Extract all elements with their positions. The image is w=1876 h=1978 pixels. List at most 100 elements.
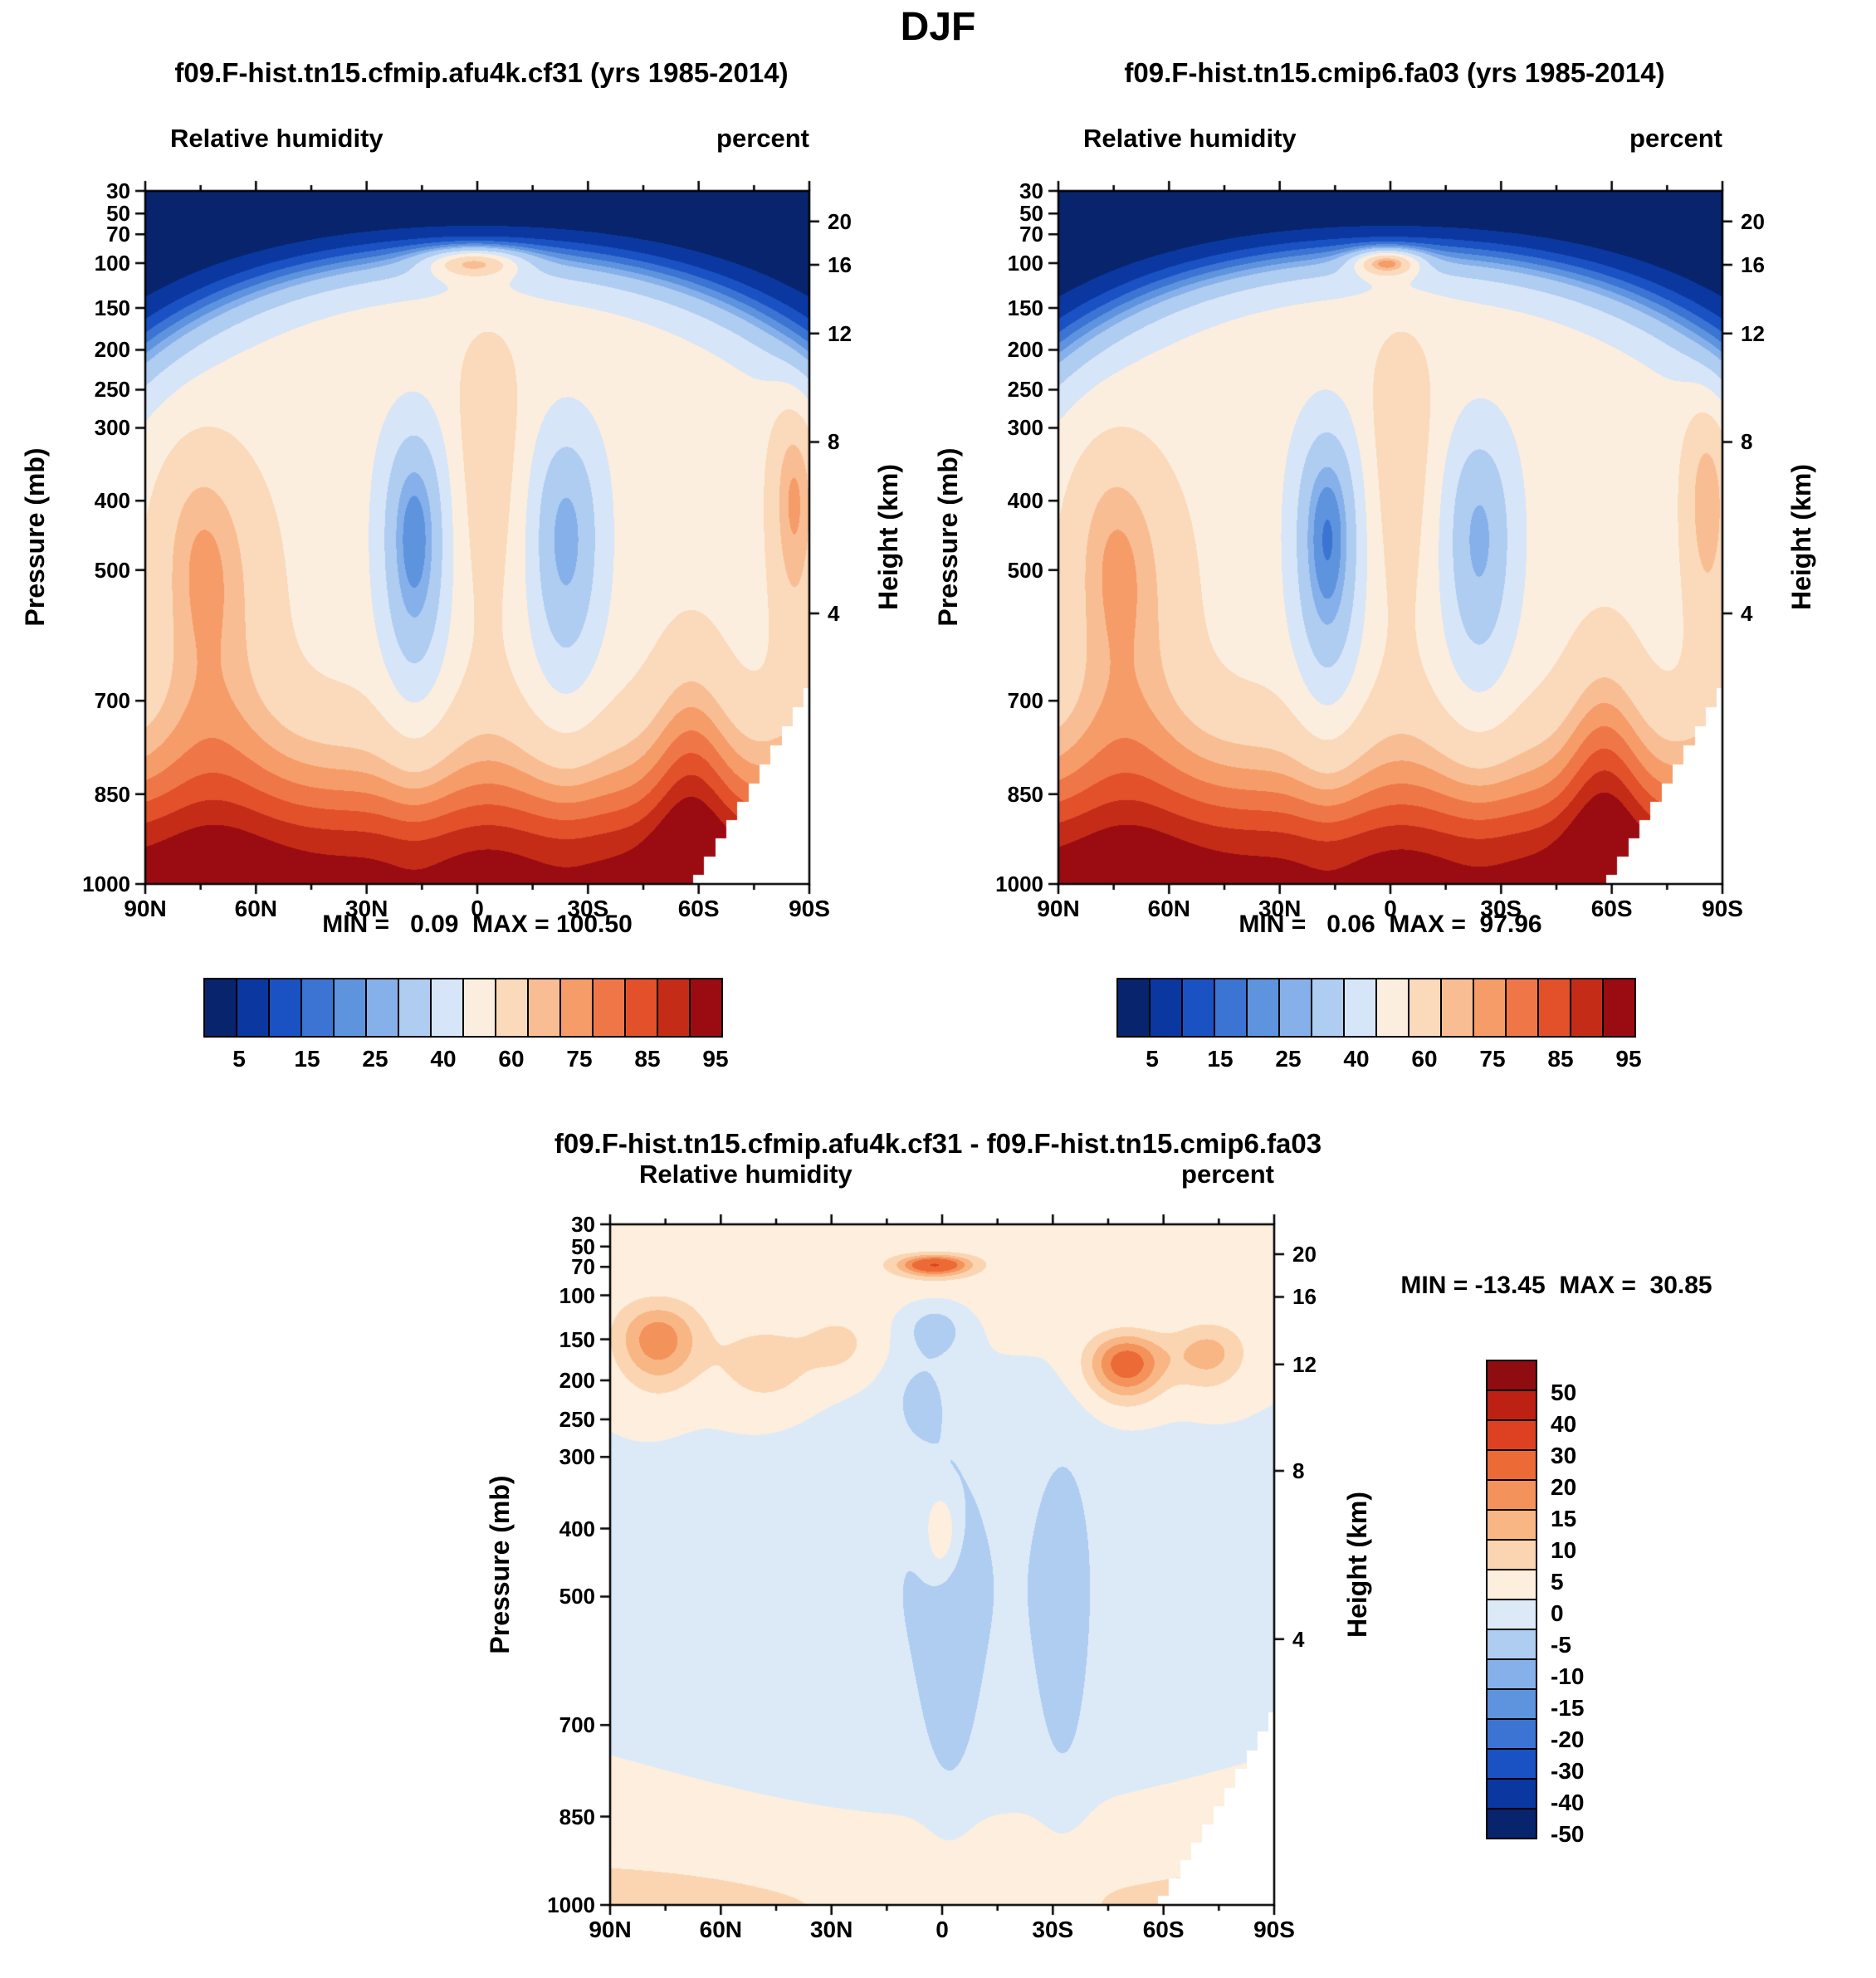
colorbar-tick-label: 25 <box>1275 1046 1302 1072</box>
pressure-tick-label: 1000 <box>82 872 130 896</box>
panel1-units-label: percent <box>716 124 809 153</box>
pressure-tick-label: 700 <box>94 688 130 714</box>
pressure-tick-label: 150 <box>94 295 130 321</box>
colorbar-tick-label: 40 <box>1551 1411 1577 1437</box>
latitude-tick-label: 90S <box>1702 896 1743 921</box>
height-tick-label: 16 <box>1292 1284 1317 1310</box>
colorbar-tick-label: 75 <box>1479 1046 1506 1072</box>
colorbar-tick-label: -15 <box>1551 1695 1585 1721</box>
pressure-tick-label: 100 <box>94 251 130 276</box>
height-tick-label: 8 <box>1292 1458 1305 1484</box>
height-tick-label: 8 <box>1741 429 1753 455</box>
colorbar-cell <box>1486 1778 1537 1810</box>
pressure-tick-label: 70 <box>571 1254 595 1280</box>
pressure-tick-label: 50 <box>571 1233 595 1259</box>
colorbar-cell <box>462 978 496 1038</box>
colorbar-cell <box>1116 978 1151 1038</box>
latitude-tick-label: 60N <box>234 896 278 921</box>
colorbar-cell <box>1486 1718 1537 1750</box>
colorbar-cell <box>398 978 432 1038</box>
colorbar-cell <box>236 978 270 1038</box>
latitude-tick-label: 60S <box>1142 1917 1185 1942</box>
latitude-tick-label: 90S <box>1253 1917 1295 1942</box>
height-tick-label: 12 <box>828 320 852 346</box>
pressure-tick-label: 200 <box>559 1368 595 1394</box>
colorbar-cell <box>1181 978 1215 1038</box>
latitude-tick-label: 90N <box>124 896 167 921</box>
colorbar-tick-label: -10 <box>1551 1663 1585 1689</box>
pressure-tick-label: 500 <box>94 557 130 583</box>
colorbar-cell <box>1440 978 1474 1038</box>
colorbar-cell <box>1486 1629 1537 1660</box>
height-tick-label: 12 <box>1292 1351 1317 1377</box>
colorbar-cell <box>1486 1539 1537 1570</box>
colorbar-tick-label: -5 <box>1551 1632 1571 1658</box>
colorbar-tick-label: 75 <box>566 1046 593 1072</box>
pressure-tick-label: 50 <box>1019 201 1043 227</box>
colorbar-tick-label: 25 <box>362 1046 388 1072</box>
panel3-pressure-axis-label: Pressure (mb) <box>485 1475 515 1654</box>
colorbar-tick-label: 15 <box>1551 1506 1577 1531</box>
colorbar-cell <box>527 978 561 1038</box>
panel1-variable-label: Relative humidity <box>170 124 384 153</box>
colorbar-cell <box>1486 1658 1537 1690</box>
colorbar-tick-label: 15 <box>294 1046 320 1072</box>
panel1-minmax-text: MIN = 0.09 MAX = 100.50 <box>322 911 633 938</box>
colorbar-tick-label: 95 <box>702 1046 729 1072</box>
latitude-tick-label: 30N <box>809 1917 853 1942</box>
panel1-pressure-axis-label: Pressure (mb) <box>20 447 50 627</box>
contour-plot-panel-2 <box>1045 178 1736 897</box>
colorbar-cell <box>559 978 594 1038</box>
colorbar-tick-label: -40 <box>1551 1790 1585 1815</box>
pressure-tick-label: 70 <box>106 222 130 247</box>
colorbar-cell <box>1473 978 1507 1038</box>
colorbar-cell <box>1486 1360 1537 1391</box>
latitude-tick-label: 90N <box>589 1917 632 1942</box>
pressure-tick-label: 30 <box>571 1212 595 1237</box>
colorbar-cell <box>1311 978 1345 1038</box>
height-tick-label: 20 <box>1292 1241 1317 1267</box>
colorbar-cell <box>495 978 529 1038</box>
pressure-tick-label: 400 <box>559 1516 595 1541</box>
colorbar-panel-1 <box>203 978 723 1038</box>
colorbar-cell <box>1570 978 1604 1038</box>
colorbar-cell <box>1408 978 1442 1038</box>
latitude-tick-label: 30N <box>344 896 388 921</box>
pressure-tick-label: 250 <box>1007 377 1043 403</box>
pressure-tick-label: 250 <box>94 377 130 403</box>
pressure-tick-label: 300 <box>94 415 130 441</box>
latitude-tick-label: 90N <box>1037 896 1080 921</box>
pressure-tick-label: 700 <box>559 1712 595 1738</box>
pressure-tick-label: 850 <box>94 781 130 807</box>
latitude-tick-label: 0 <box>1384 896 1397 921</box>
latitude-tick-label: 60N <box>699 1917 743 1942</box>
colorbar-cell <box>1486 1569 1537 1600</box>
colorbar-tick-label: 40 <box>1343 1046 1370 1072</box>
latitude-tick-label: 30N <box>1258 896 1302 921</box>
colorbar-tick-label: 60 <box>498 1046 525 1072</box>
colorbar-tick-label: 60 <box>1411 1046 1438 1072</box>
colorbar-tick-label: -20 <box>1551 1726 1585 1752</box>
panel1-title: f09.F-hist.tn15.cfmip.afu4k.cf31 (yrs 19… <box>174 57 789 88</box>
colorbar-cell <box>1486 1419 1537 1451</box>
colorbar-cell <box>1486 1479 1537 1511</box>
pressure-tick-label: 500 <box>1007 557 1043 583</box>
pressure-tick-label: 400 <box>94 488 130 514</box>
contour-plot-panel-3 <box>597 1211 1287 1918</box>
contour-plot-panel-1 <box>132 178 823 897</box>
panel3-title: f09.F-hist.tn15.cfmip.afu4k.cf31 - f09.F… <box>554 1128 1322 1159</box>
colorbar-cell <box>1486 1389 1537 1421</box>
pressure-tick-label: 850 <box>559 1804 595 1829</box>
colorbar-tick-label: 5 <box>232 1046 246 1072</box>
pressure-tick-label: 1000 <box>547 1893 595 1917</box>
height-tick-label: 20 <box>1741 208 1765 234</box>
colorbar-tick-label: 95 <box>1615 1046 1642 1072</box>
panel2-title: f09.F-hist.tn15.cmip6.fa03 (yrs 1985-201… <box>1124 57 1665 88</box>
latitude-tick-label: 30S <box>1480 896 1522 921</box>
colorbar-tick-label: 85 <box>1547 1046 1574 1072</box>
height-tick-label: 8 <box>828 429 840 455</box>
colorbar-tick-label: 20 <box>1551 1474 1577 1500</box>
panel2-minmax-text: MIN = 0.06 MAX = 97.96 <box>1238 911 1542 938</box>
pressure-tick-label: 1000 <box>995 872 1043 896</box>
